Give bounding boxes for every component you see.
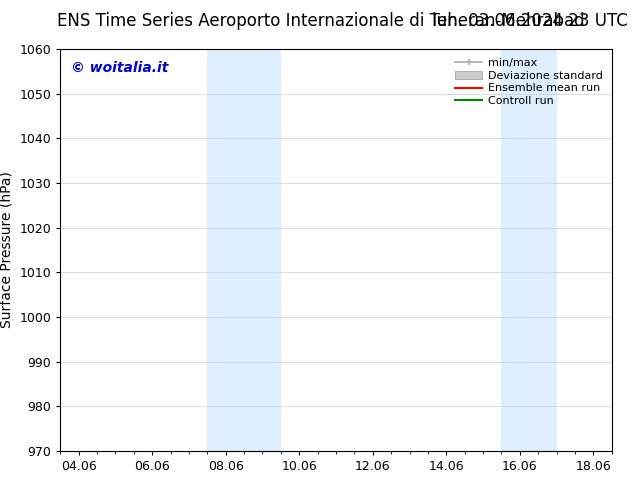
Y-axis label: Surface Pressure (hPa): Surface Pressure (hPa) bbox=[0, 172, 14, 328]
Text: lun. 03.06.2024 23 UTC: lun. 03.06.2024 23 UTC bbox=[432, 12, 628, 30]
Text: ENS Time Series Aeroporto Internazionale di Teheran-Mehrabad: ENS Time Series Aeroporto Internazionale… bbox=[57, 12, 585, 30]
Bar bbox=[501, 49, 557, 451]
Legend: min/max, Deviazione standard, Ensemble mean run, Controll run: min/max, Deviazione standard, Ensemble m… bbox=[451, 54, 606, 110]
Bar bbox=[207, 49, 281, 451]
Text: © woitalia.it: © woitalia.it bbox=[71, 61, 169, 75]
